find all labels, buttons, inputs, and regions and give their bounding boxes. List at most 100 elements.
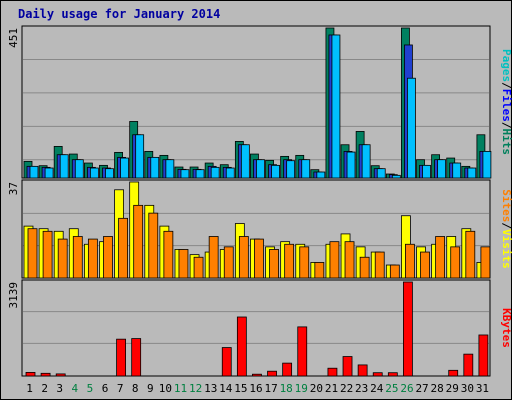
day-label-25: 25 xyxy=(385,382,398,395)
bar-kbytes-series1-day30 xyxy=(463,353,474,377)
bar-visits-sites-series2-day18 xyxy=(284,243,295,279)
bar-pages-files-hits-series3-day28 xyxy=(437,159,447,179)
day-label-5: 5 xyxy=(87,382,94,395)
bar-pages-files-hits-series3-day4 xyxy=(74,159,84,179)
bar-pages-files-hits-series3-day23 xyxy=(361,144,371,179)
bar-pages-files-hits-series3-day25 xyxy=(391,174,401,179)
bar-visits-sites-series2-day24 xyxy=(374,251,385,279)
bar-visits-sites-series2-day20 xyxy=(314,262,325,279)
bar-kbytes-series1-day2 xyxy=(40,372,51,377)
bar-kbytes-series1-day15 xyxy=(236,316,247,377)
bar-pages-files-hits-series3-day16 xyxy=(256,159,265,179)
bar-kbytes-series1-day24 xyxy=(372,372,383,377)
bar-visits-sites-series2-day7 xyxy=(118,217,128,279)
legend-pages-files-hits: Pages/Files/Hits xyxy=(500,49,512,155)
bar-pages-files-hits-series3-day10 xyxy=(165,159,175,179)
legend-kbytes: KBytes xyxy=(500,308,512,348)
day-label-6: 6 xyxy=(102,382,109,395)
bar-visits-sites-series2-day15 xyxy=(238,236,249,279)
day-label-18: 18 xyxy=(280,382,293,395)
bar-visits-sites-series2-day3 xyxy=(57,238,68,279)
day-label-20: 20 xyxy=(310,382,323,395)
day-label-9: 9 xyxy=(147,382,154,395)
day-label-2: 2 xyxy=(41,382,48,395)
bar-pages-files-hits-series3-day13 xyxy=(210,166,220,179)
bar-visits-sites-series2-day6 xyxy=(103,236,113,279)
bar-kbytes-series1-day3 xyxy=(55,373,66,377)
bar-pages-files-hits-series3-day14 xyxy=(225,167,235,179)
bar-kbytes-series1-day22 xyxy=(342,356,353,377)
bar-kbytes-series1-day14 xyxy=(221,347,232,377)
bar-pages-files-hits-series3-day8 xyxy=(135,134,145,179)
day-label-27: 27 xyxy=(415,382,428,395)
bar-kbytes-series1-day7 xyxy=(116,338,126,377)
legend-entry: Files xyxy=(500,89,512,122)
bar-kbytes-series1-day31 xyxy=(478,334,489,377)
bar-kbytes-series1-day16 xyxy=(252,373,262,377)
day-label-12: 12 xyxy=(189,382,202,395)
bar-pages-files-hits-series3-day21 xyxy=(331,34,341,179)
bar-kbytes-series1-day25 xyxy=(387,372,398,377)
bar-visits-sites-series2-day22 xyxy=(344,241,355,279)
day-label-26: 26 xyxy=(400,382,413,395)
y-max-label: 451 xyxy=(7,28,20,48)
legend-entry: / xyxy=(500,82,512,89)
bar-visits-sites-series2-day2 xyxy=(42,230,53,279)
bar-visits-sites-series2-day13 xyxy=(208,236,219,279)
bar-visits-sites-series2-day23 xyxy=(359,256,370,279)
bar-visits-sites-series2-day10 xyxy=(163,230,174,279)
bar-pages-files-hits-series3-day1 xyxy=(29,165,39,179)
day-label-21: 21 xyxy=(325,382,338,395)
bar-pages-files-hits-series3-day22 xyxy=(346,151,356,179)
bar-pages-files-hits-series3-day3 xyxy=(59,154,69,179)
bar-visits-sites-series2-day25 xyxy=(389,264,400,279)
bar-kbytes-series1-day21 xyxy=(327,367,338,377)
day-label-29: 29 xyxy=(446,382,459,395)
bar-visits-sites-series2-day8 xyxy=(133,204,144,279)
day-label-17: 17 xyxy=(264,382,277,395)
bar-kbytes-series1-day19 xyxy=(297,326,308,377)
bar-visits-sites-series2-day5 xyxy=(87,238,98,279)
bar-visits-sites-series2-day11 xyxy=(178,249,189,279)
bar-pages-files-hits-series3-day7 xyxy=(120,157,129,179)
bar-visits-sites-series2-day30 xyxy=(465,230,476,279)
bar-visits-sites-series2-day16 xyxy=(254,238,264,279)
day-label-1: 1 xyxy=(26,382,33,395)
bar-pages-files-hits-series3-day20 xyxy=(316,171,326,179)
bar-pages-files-hits-series3-day12 xyxy=(195,169,205,179)
day-label-28: 28 xyxy=(431,382,444,395)
day-label-8: 8 xyxy=(132,382,139,395)
day-label-15: 15 xyxy=(234,382,247,395)
bar-pages-files-hits-series3-day26 xyxy=(407,77,416,179)
y-max-label: 37 xyxy=(7,182,20,195)
bar-visits-sites-series2-day26 xyxy=(405,243,415,279)
day-label-31: 31 xyxy=(476,382,489,395)
day-label-19: 19 xyxy=(295,382,308,395)
legend-visits-sites: Sites/Visits xyxy=(500,189,512,269)
bar-pages-files-hits-series3-day24 xyxy=(376,168,386,179)
bar-visits-sites-series2-day1 xyxy=(27,228,38,279)
bar-visits-sites-series2-day19 xyxy=(299,246,310,279)
day-label-10: 10 xyxy=(159,382,172,395)
legend-entry: Visits xyxy=(500,229,512,269)
panel-kbytes xyxy=(21,279,491,377)
y-max-label: 3139 xyxy=(7,282,20,309)
legend-entry: Sites xyxy=(500,189,512,222)
legend-entry: / xyxy=(500,122,512,129)
bar-kbytes-series1-day1 xyxy=(25,372,36,377)
day-label-11: 11 xyxy=(174,382,187,395)
bar-pages-files-hits-series3-day29 xyxy=(452,162,462,179)
bar-visits-sites-series2-day29 xyxy=(450,246,461,279)
bar-pages-files-hits-series3-day6 xyxy=(105,168,114,179)
day-label-30: 30 xyxy=(461,382,474,395)
legend-entry: Hits xyxy=(500,129,512,156)
bar-visits-sites-series2-day14 xyxy=(223,246,234,279)
bar-visits-sites-series2-day9 xyxy=(148,212,159,279)
bar-visits-sites-series2-day4 xyxy=(72,236,83,279)
bar-pages-files-hits-series3-day30 xyxy=(467,167,477,179)
day-label-22: 22 xyxy=(340,382,353,395)
bar-visits-sites-series2-day12 xyxy=(193,256,204,279)
bar-pages-files-hits-series3-day5 xyxy=(89,167,99,179)
bar-visits-sites-series2-day28 xyxy=(435,236,446,279)
